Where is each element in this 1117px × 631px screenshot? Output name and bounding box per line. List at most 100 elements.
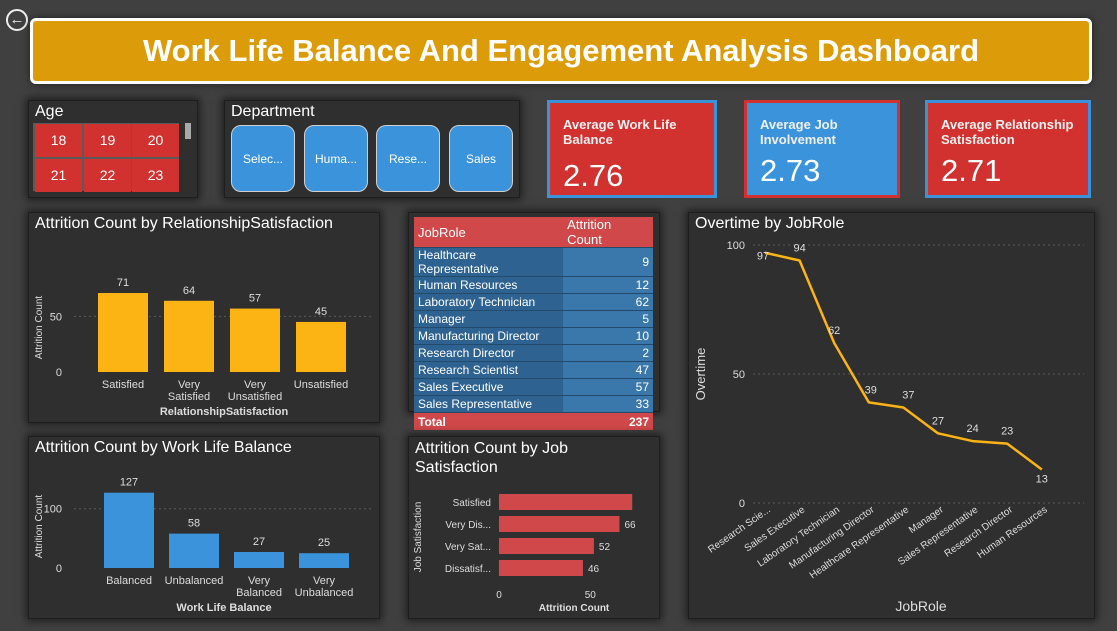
kpi-job-involvement: Average Job Involvement 2.73 [744, 100, 900, 198]
y-tick-label: 0 [739, 498, 745, 510]
jobrole-cell: Research Director [414, 344, 564, 362]
data-label: 23 [1001, 426, 1013, 438]
x-axis-label: Attrition Count [539, 603, 610, 614]
x-axis-label: JobRole [895, 598, 947, 614]
age-slicer-title: Age [35, 103, 64, 120]
y-tick-label: Very Dis... [445, 520, 491, 531]
x-tick-label: Very [178, 379, 201, 391]
jobrole-cell: Healthcare Representative [414, 247, 564, 277]
kpi-value: 2.76 [563, 158, 624, 193]
jobrole-cell: Manufacturing Director [414, 327, 564, 345]
bar [499, 560, 583, 576]
age-grid: 18 19 20 21 22 23 [33, 123, 179, 192]
attrition-cell: 2 [563, 344, 653, 362]
table-header-jobrole[interactable]: JobRole [414, 217, 564, 248]
kpi-label: Average Work Life Balance [563, 117, 677, 147]
x-tick-label: Very [313, 575, 336, 587]
x-tick-label: Balanced [106, 575, 152, 587]
table-row[interactable]: Healthcare Representative 9 [414, 247, 653, 277]
age-option[interactable]: 19 [84, 124, 131, 157]
bar [169, 533, 219, 568]
y-axis-label: Attrition Count [34, 495, 45, 559]
department-button-select-all[interactable]: Selec... [231, 125, 295, 192]
attrition-cell: 5 [563, 310, 653, 328]
y-tick-label: 100 [44, 504, 62, 516]
department-slicer: Department Selec... Huma... Rese... Sale… [224, 100, 520, 198]
data-label: 25 [318, 537, 330, 549]
x-tick-label: Balanced [236, 587, 282, 599]
attrition-cell: 47 [563, 361, 653, 379]
data-label: 66 [624, 520, 636, 531]
y-axis-label: Job Satisfaction [413, 502, 424, 573]
bar [234, 551, 284, 568]
kpi-value: 2.71 [941, 153, 1002, 188]
data-label: 58 [188, 518, 200, 530]
data-label: 64 [183, 285, 195, 297]
table-row[interactable]: Sales Representative 33 [414, 395, 653, 413]
kpi-work-life-balance: Average Work Life Balance 2.76 [547, 100, 717, 198]
jobrole-cell: Sales Executive [414, 378, 564, 396]
x-tick-label: 0 [496, 590, 502, 601]
age-option[interactable]: 20 [132, 124, 179, 157]
x-tick-label: Unbalanced [295, 587, 354, 599]
back-arrow-icon[interactable]: ← [6, 9, 28, 31]
table-header-attrition[interactable]: Attrition Count [563, 217, 653, 248]
y-axis-label: Attrition Count [34, 296, 45, 360]
department-button-sales[interactable]: Sales [449, 125, 513, 192]
bar [499, 494, 633, 510]
jobrole-cell: Research Scientist [414, 361, 564, 379]
age-option[interactable]: 18 [35, 124, 82, 157]
data-label: 37 [902, 390, 914, 402]
bar [164, 300, 214, 372]
data-label: 94 [793, 242, 805, 254]
x-tick-label: Research Scie... [706, 504, 772, 555]
jobrole-cell: Sales Representative [414, 395, 564, 413]
work-life-bar-chart: 0100127Balanced58Unbalanced27VeryBalance… [34, 477, 374, 614]
age-scrollbar[interactable] [185, 123, 191, 139]
attrition-cell: 57 [563, 378, 653, 396]
age-option[interactable]: 21 [35, 159, 82, 192]
bar [499, 516, 620, 532]
data-label: 46 [588, 564, 600, 575]
total-label: Total [414, 412, 564, 430]
department-button-rnd[interactable]: Rese... [376, 125, 440, 192]
x-tick-label: Satisfied [102, 379, 144, 391]
table-row[interactable]: Manufacturing Director 10 [414, 327, 653, 345]
bar [98, 293, 148, 372]
data-label: 73 [617, 498, 629, 509]
relationship-satisfaction-chart: Attrition Count by RelationshipSatisfact… [28, 212, 380, 423]
y-tick-label: 100 [727, 240, 745, 252]
table-row[interactable]: Human Resources 12 [414, 276, 653, 294]
x-tick-label: 50 [585, 590, 597, 601]
table-row[interactable]: Research Director 2 [414, 344, 653, 362]
department-button-hr[interactable]: Huma... [304, 125, 368, 192]
y-tick-label: 50 [733, 369, 745, 381]
dashboard-title: Work Life Balance And Engagement Analysi… [30, 18, 1092, 84]
chart-title: Overtime by JobRole [695, 215, 845, 232]
job-satisfaction-chart: Attrition Count by Job Satisfaction Sati… [408, 436, 660, 619]
attrition-cell: 12 [563, 276, 653, 294]
y-tick-label: 0 [56, 367, 62, 379]
data-label: 52 [599, 542, 611, 553]
table-row[interactable]: Research Scientist 47 [414, 361, 653, 379]
data-label: 57 [249, 293, 261, 305]
work-life-balance-chart: Attrition Count by Work Life Balance 0 10… [28, 436, 380, 619]
table-row[interactable]: Sales Executive 57 [414, 378, 653, 396]
data-label: 39 [865, 384, 877, 396]
data-label: 45 [315, 306, 327, 318]
kpi-label: Average Job Involvement [760, 117, 838, 147]
relationship-bar-chart: 05071Satisfied64VerySatisfied57VeryUnsat… [34, 277, 374, 418]
data-label: 127 [120, 477, 138, 489]
y-tick-label: Satisfied [453, 498, 491, 509]
table-row[interactable]: Laboratory Technician 62 [414, 293, 653, 311]
kpi-value: 2.73 [760, 153, 821, 188]
jobrole-cell: Human Resources [414, 276, 564, 294]
age-option[interactable]: 22 [84, 159, 131, 192]
total-value: 237 [563, 412, 653, 430]
table-total-row: Total 237 [414, 412, 653, 430]
age-option[interactable]: 23 [132, 159, 179, 192]
jobrole-table-panel: JobRole Attrition Count Healthcare Repres… [408, 212, 660, 430]
overtime-chart: Overtime by JobRole 0 50 100 97 Research Sci… [688, 212, 1095, 619]
table-row[interactable]: Manager 5 [414, 310, 653, 328]
data-label: 97 [757, 251, 769, 263]
